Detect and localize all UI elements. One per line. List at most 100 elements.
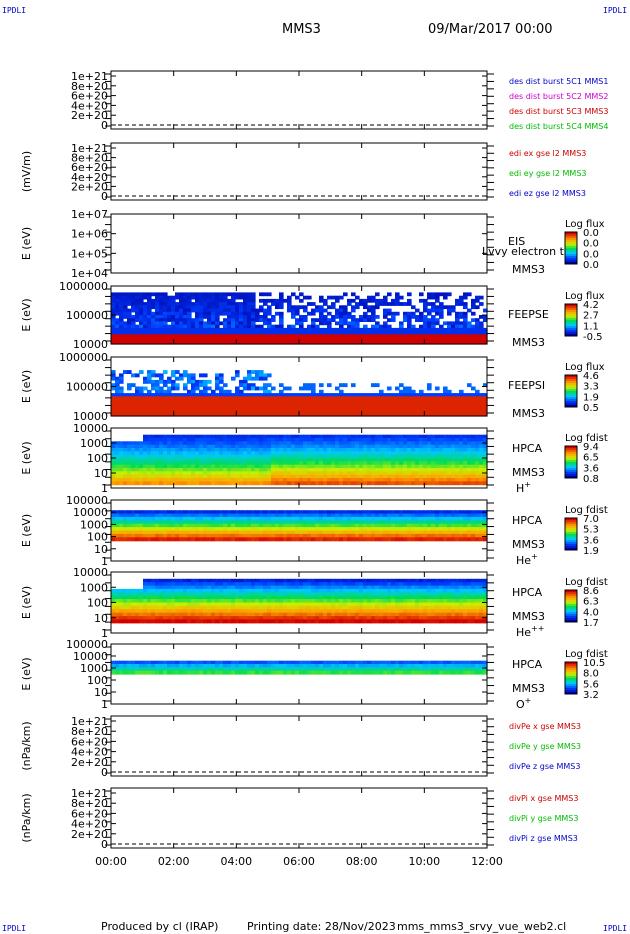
- heatmap-cell: [251, 434, 256, 439]
- heatmap-cell: [479, 337, 484, 342]
- heatmap-cell: [399, 533, 404, 538]
- heatmap-cell: [159, 308, 164, 313]
- heatmap-cell: [119, 448, 124, 452]
- heatmap-cell: [335, 510, 340, 515]
- colorbar-segment: [565, 379, 577, 382]
- heatmap-cell: [243, 302, 248, 306]
- heatmap-cell: [227, 471, 232, 476]
- heatmap-cell: [255, 478, 260, 482]
- heatmap-cell: [251, 308, 256, 313]
- y-tick-label: 1000000: [59, 351, 108, 364]
- heatmap-cell: [455, 523, 460, 528]
- heatmap-cell: [115, 605, 120, 610]
- heatmap-cell: [483, 533, 488, 538]
- heatmap-cell: [375, 510, 380, 515]
- heatmap-cell: [319, 468, 324, 472]
- heatmap-cell: [471, 441, 476, 446]
- heatmap-cell: [147, 616, 152, 621]
- heatmap-cell: [271, 438, 276, 442]
- colorbar-segment: [565, 236, 577, 239]
- heatmap-cell: [347, 321, 352, 326]
- heatmap-cell: [231, 481, 236, 486]
- heatmap-cell: [131, 295, 136, 300]
- heatmap-cell: [163, 533, 168, 538]
- heatmap-cell: [447, 438, 452, 442]
- heatmap-cell: [203, 461, 208, 466]
- heatmap-cell: [391, 481, 396, 486]
- heatmap-cell: [167, 315, 172, 319]
- heatmap-cell: [387, 311, 392, 316]
- heatmap-cell: [403, 527, 408, 532]
- heatmap-cell: [463, 537, 468, 542]
- heatmap-cell: [431, 438, 436, 442]
- heatmap-cell: [359, 451, 364, 456]
- heatmap-cell: [143, 393, 148, 397]
- heatmap-cell: [119, 595, 124, 600]
- heatmap-cell: [291, 393, 296, 397]
- heatmap-cell: [151, 393, 156, 397]
- heatmap-cell: [355, 523, 360, 528]
- heatmap-cell: [431, 464, 436, 469]
- heatmap-cell: [339, 530, 344, 535]
- heatmap-cell: [439, 396, 444, 401]
- heatmap-cell: [131, 324, 136, 329]
- heatmap-cell: [167, 595, 172, 600]
- heatmap-cell: [307, 409, 312, 414]
- heatmap-cell: [399, 454, 404, 459]
- heatmap-cell: [407, 478, 412, 482]
- heatmap-cell: [171, 402, 176, 407]
- heatmap-cell: [451, 510, 456, 515]
- heatmap-cell: [139, 461, 144, 466]
- heatmap-cell: [395, 295, 400, 300]
- heatmap-cell: [267, 406, 272, 411]
- heatmap-cell: [391, 302, 396, 306]
- heatmap-cell: [431, 334, 436, 339]
- colorbar-segment: [565, 234, 577, 237]
- heatmap-cell: [451, 516, 456, 521]
- heatmap-cell: [351, 406, 356, 411]
- heatmap-cell: [207, 458, 212, 462]
- heatmap-cell: [335, 311, 340, 316]
- heatmap-cell: [187, 305, 192, 310]
- heatmap-cell: [407, 444, 412, 449]
- heatmap-cell: [447, 533, 452, 538]
- heatmap-cell: [159, 520, 164, 525]
- heatmap-cell: [131, 523, 136, 528]
- heatmap-cell: [275, 471, 280, 476]
- heatmap-cell: [203, 527, 208, 532]
- heatmap-cell: [391, 315, 396, 319]
- colorbar-segment: [565, 324, 577, 327]
- heatmap-cell: [147, 520, 152, 525]
- heatmap-cell: [151, 582, 156, 587]
- heatmap-cell: [227, 523, 232, 528]
- heatmap-cell: [435, 386, 440, 391]
- heatmap-cell: [147, 389, 152, 394]
- heatmap-cell: [299, 468, 304, 472]
- heatmap-cell: [127, 619, 132, 624]
- heatmap-cell: [179, 527, 184, 532]
- heatmap-cell: [431, 308, 436, 313]
- heatmap-cell: [443, 464, 448, 469]
- heatmap-cell: [379, 409, 384, 414]
- heatmap-cell: [215, 402, 220, 407]
- heatmap-cell: [467, 448, 472, 452]
- heatmap-cell: [283, 406, 288, 411]
- heatmap-cell: [251, 444, 256, 449]
- heatmap-cell: [115, 616, 120, 621]
- heatmap-cell: [331, 444, 336, 449]
- heatmap-cell: [227, 513, 232, 518]
- heatmap-cell: [291, 468, 296, 472]
- heatmap-cell: [275, 481, 280, 486]
- heatmap-cell: [155, 520, 160, 525]
- heatmap-cell: [163, 523, 168, 528]
- heatmap-cell: [463, 302, 468, 306]
- heatmap-cell: [183, 471, 188, 476]
- heatmap-cell: [255, 438, 260, 442]
- heatmap-cell: [143, 478, 148, 482]
- heatmap-cell: [299, 315, 304, 319]
- heatmap-cell: [427, 464, 432, 469]
- heatmap-cell: [251, 396, 256, 401]
- heatmap-cell: [159, 454, 164, 459]
- heatmap-cell: [279, 444, 284, 449]
